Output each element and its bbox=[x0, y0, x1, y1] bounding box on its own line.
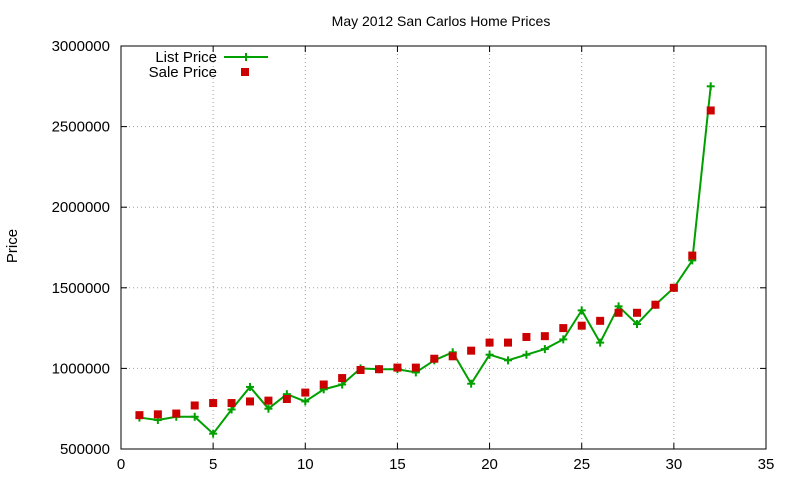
x-tick-label: 10 bbox=[297, 456, 314, 473]
sale-price-point bbox=[485, 338, 494, 347]
list-price-point bbox=[596, 338, 605, 347]
list-price-point bbox=[706, 82, 715, 91]
legend-item: List Price bbox=[155, 49, 268, 66]
x-tick-label: 0 bbox=[117, 456, 125, 473]
x-tick-label: 20 bbox=[481, 456, 498, 473]
list-price-point bbox=[522, 350, 531, 359]
y-tick-label: 2500000 bbox=[52, 119, 110, 136]
x-tick-label: 35 bbox=[758, 456, 775, 473]
list-price-point bbox=[209, 429, 218, 438]
sale-price-point bbox=[522, 332, 531, 341]
sale-price-point bbox=[338, 374, 347, 383]
legend-square-swatch bbox=[241, 68, 249, 76]
ticks-layer: 0 5 10 15 20 25 30 35 500000 1000000 1500000 200000… bbox=[52, 38, 775, 473]
sale-price-point bbox=[282, 395, 291, 404]
sale-price-point bbox=[669, 283, 678, 292]
series-0 bbox=[135, 82, 715, 438]
sale-price-point bbox=[559, 324, 568, 333]
series-layer bbox=[135, 82, 715, 438]
sale-price-point bbox=[301, 388, 310, 397]
sale-price-point bbox=[319, 380, 328, 389]
sale-price-point bbox=[706, 106, 715, 115]
sale-price-point bbox=[375, 365, 383, 374]
sale-price-point bbox=[393, 363, 402, 372]
list-price-line bbox=[139, 86, 712, 435]
list-price-point bbox=[577, 306, 586, 315]
y-tick-label: 3000000 bbox=[52, 38, 110, 55]
series-1 bbox=[135, 106, 715, 420]
x-tick-label: 25 bbox=[573, 456, 590, 473]
sale-price-point bbox=[411, 363, 420, 372]
y-tick-label: 2000000 bbox=[52, 199, 110, 216]
sale-price-point bbox=[633, 308, 641, 317]
list-price-point bbox=[246, 382, 254, 391]
y-tick-label: 1000000 bbox=[52, 360, 110, 377]
sale-price-point bbox=[614, 308, 623, 317]
sale-price-point bbox=[209, 399, 218, 408]
list-price-point bbox=[633, 320, 641, 329]
sale-price-point bbox=[448, 352, 457, 361]
plot-frame bbox=[120, 45, 767, 450]
y-tick-label: 1500000 bbox=[52, 280, 110, 297]
sale-price-point bbox=[688, 251, 697, 260]
list-price-point bbox=[264, 404, 273, 413]
sale-price-point bbox=[227, 399, 236, 408]
sale-price-point bbox=[135, 411, 144, 420]
y-axis-label: Price bbox=[4, 229, 21, 263]
x-tick-label: 30 bbox=[666, 456, 683, 473]
sale-price-point bbox=[467, 346, 476, 355]
sale-price-point bbox=[172, 409, 181, 418]
list-price-point bbox=[540, 345, 549, 354]
sale-price-point bbox=[356, 366, 365, 375]
legend-item: Sale Price bbox=[149, 64, 249, 81]
sale-price-point bbox=[153, 410, 162, 419]
sale-price-point bbox=[596, 316, 605, 325]
y-tick-label: 500000 bbox=[60, 441, 110, 458]
list-price-point bbox=[559, 335, 568, 344]
list-price-point bbox=[504, 356, 512, 365]
sale-price-point bbox=[540, 332, 549, 341]
grid-layer bbox=[121, 46, 766, 449]
legend-label: List Price bbox=[155, 49, 217, 66]
list-price-point bbox=[467, 379, 476, 388]
sale-price-point bbox=[430, 354, 439, 363]
sale-price-point bbox=[651, 300, 660, 309]
chart-title: May 2012 San Carlos Home Prices bbox=[332, 13, 551, 29]
sale-price-point bbox=[264, 396, 273, 405]
list-price-point bbox=[301, 397, 310, 406]
sale-price-point bbox=[246, 397, 254, 406]
sale-price-point bbox=[577, 321, 586, 330]
list-price-point bbox=[485, 350, 494, 359]
x-tick-label: 5 bbox=[209, 456, 217, 473]
list-price-point bbox=[190, 412, 199, 421]
legend-plus-swatch bbox=[242, 53, 250, 61]
sale-price-point bbox=[504, 338, 512, 347]
x-tick-label: 15 bbox=[389, 456, 406, 473]
legend-label: Sale Price bbox=[149, 64, 217, 81]
sale-price-point bbox=[190, 401, 199, 410]
